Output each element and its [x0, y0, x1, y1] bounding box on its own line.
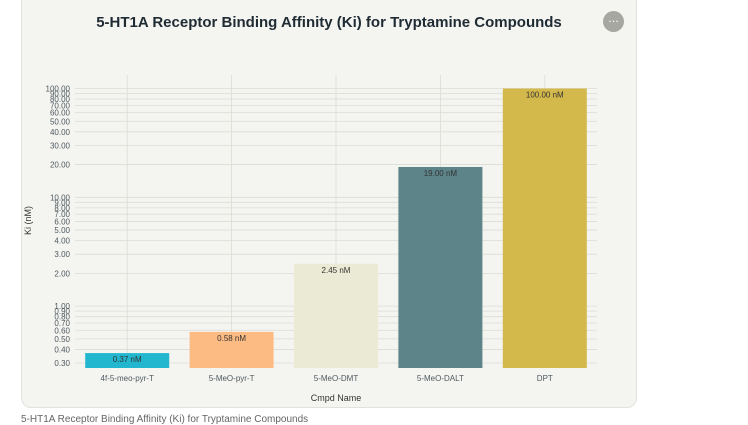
bar[interactable] [502, 88, 587, 369]
y-tick-label: 100.00 [46, 85, 71, 94]
y-tick-label: 80.00 [50, 95, 71, 104]
y-tick-label: 60.00 [50, 109, 71, 118]
more-options-button[interactable]: ··· [603, 11, 624, 32]
bar-data-label: 100.00 nM [526, 91, 564, 100]
y-tick-label: 0.90 [54, 307, 70, 316]
y-tick-label: 3.00 [54, 250, 70, 259]
x-tick-label: 5-MeO-DMT [314, 374, 359, 383]
y-tick-label: 20.00 [50, 161, 71, 170]
y-tick-label: 0.30 [54, 359, 70, 368]
x-axis-ticks: 4f-5-meo-pyr-T 5-MeO-pyr-T 5-MeO-DMT 5-MeO-… [101, 374, 553, 383]
y-tick-label: 0.50 [54, 335, 70, 344]
y-tick-label: 50.00 [50, 117, 71, 126]
x-tick-label: 5-MeO-pyr-T [209, 374, 255, 383]
y-tick-label: 10.00 [50, 193, 71, 202]
x-tick-label: DPT [537, 374, 553, 383]
y-tick-label: 70.00 [50, 101, 71, 110]
bar[interactable] [85, 353, 170, 368]
y-tick-label: 40.00 [50, 128, 71, 137]
y-tick-label: 90.00 [50, 89, 71, 98]
x-tick-label: 4f-5-meo-pyr-T [101, 374, 154, 383]
bar-data-label: 0.58 nM [217, 334, 246, 343]
chart-title: 5-HT1A Receptor Binding Affinity (Ki) fo… [96, 14, 562, 31]
bar[interactable] [189, 331, 274, 368]
ellipsis-icon: ··· [608, 15, 619, 28]
x-axis-title: Cmpd Name [311, 393, 362, 403]
bars: 0.37 nM 0.58 nM 2.45 nM 19.00 nM 100.00 nM [85, 88, 587, 369]
y-tick-label: 6.00 [54, 217, 70, 226]
y-axis-title: Ki (nM) [23, 206, 33, 235]
y-tick-label: 1.00 [54, 302, 70, 311]
y-tick-label: 5.00 [54, 226, 70, 235]
bar[interactable] [294, 263, 378, 368]
bar-data-label: 2.45 nM [322, 266, 351, 275]
y-tick-label: 30.00 [50, 141, 71, 150]
y-tick-label: 0.60 [54, 326, 70, 335]
y-axis-ticks: 0.30 0.400.500.600.700.800.901.00 2.00 3.00… [46, 85, 71, 369]
y-tick-label: 8.00 [54, 204, 70, 213]
bar-data-label: 19.00 nM [424, 169, 458, 178]
y-tick-label: 0.70 [54, 319, 70, 328]
y-tick-label: 0.80 [54, 313, 70, 322]
y-tick-label: 7.00 [54, 210, 70, 219]
bar-data-label: 0.37 nM [113, 355, 142, 364]
x-tick-label: 5-MeO-DALT [417, 374, 464, 383]
figure-caption: 5-HT1A Receptor Binding Affinity (Ki) fo… [21, 414, 309, 425]
y-tick-label: 4.00 [54, 237, 70, 246]
y-tick-label: 0.40 [54, 345, 70, 354]
bar[interactable] [398, 166, 483, 368]
y-tick-label: 2.00 [54, 269, 70, 278]
y-tick-label: 9.00 [54, 198, 70, 207]
